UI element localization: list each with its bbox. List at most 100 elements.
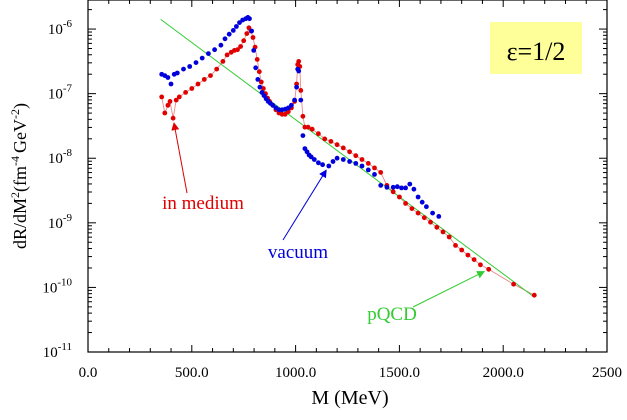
x-tick-label: 1000.0 bbox=[275, 365, 316, 381]
in-medium-point bbox=[359, 157, 365, 162]
in-medium-point bbox=[334, 142, 340, 148]
in-medium-point bbox=[309, 126, 315, 132]
in-medium-point bbox=[250, 35, 256, 40]
vacuum-point bbox=[257, 84, 263, 90]
vacuum-point bbox=[411, 186, 417, 192]
vacuum-point bbox=[193, 60, 199, 65]
vacuum-point bbox=[292, 97, 297, 103]
vacuum-point bbox=[237, 20, 242, 25]
in-medium-point bbox=[328, 139, 334, 144]
vacuum-point bbox=[407, 181, 413, 187]
annotation-arrow bbox=[282, 169, 327, 241]
vacuum-point bbox=[222, 36, 228, 42]
vacuum-point bbox=[365, 167, 371, 173]
in-medium-point bbox=[531, 292, 537, 298]
in-medium-point bbox=[189, 86, 195, 91]
vacuum-point bbox=[424, 204, 429, 210]
vacuum-point bbox=[187, 64, 193, 69]
annotation-vacuum: vacuum bbox=[268, 242, 328, 263]
vacuum-point bbox=[247, 16, 252, 22]
in-medium-point bbox=[235, 47, 240, 53]
vacuum-point bbox=[230, 28, 236, 33]
annotation-arrows bbox=[171, 122, 486, 308]
in-medium-point bbox=[256, 69, 262, 75]
y-tick-label: 10-8 bbox=[48, 147, 73, 167]
y-tick-label: 10-7 bbox=[48, 83, 73, 103]
in-medium-point bbox=[459, 247, 465, 253]
vacuum-point bbox=[330, 159, 336, 164]
vacuum-point bbox=[234, 24, 239, 29]
vacuum-point bbox=[316, 160, 321, 166]
in-medium-point bbox=[201, 77, 207, 82]
vacuum-point bbox=[298, 97, 304, 103]
in-medium-point bbox=[183, 90, 189, 95]
in-medium-point bbox=[241, 38, 247, 44]
in-medium-point bbox=[159, 94, 165, 100]
in-medium-point bbox=[162, 110, 168, 116]
vacuum-point bbox=[419, 199, 425, 205]
vacuum-point bbox=[181, 66, 186, 72]
in-medium-point bbox=[347, 149, 352, 155]
vacuum-point bbox=[253, 65, 259, 71]
annotation-arrow bbox=[412, 271, 486, 308]
axis-ticks bbox=[87, 0, 608, 353]
x-tick-label: 1500.0 bbox=[379, 365, 420, 381]
vacuum-point bbox=[399, 185, 404, 191]
series-lines bbox=[160, 18, 535, 298]
vacuum-point bbox=[199, 55, 205, 61]
in-medium-point bbox=[453, 243, 458, 248]
in-medium-point bbox=[440, 229, 446, 235]
in-medium-point bbox=[434, 224, 440, 230]
vacuum-point bbox=[320, 162, 325, 168]
in-medium-point bbox=[421, 215, 427, 221]
vacuum-point bbox=[174, 70, 180, 76]
in-medium-point bbox=[390, 189, 396, 195]
vacuum-point bbox=[255, 77, 261, 82]
y-axis-label: dR/dM2(fm-4GeV-2) bbox=[8, 103, 31, 249]
vacuum-point bbox=[251, 48, 257, 53]
vacuum-point bbox=[430, 210, 435, 216]
y-tick-labels: 10-6 10-7 10-8 10-9 10-10 10-11 bbox=[42, 18, 72, 361]
series-points bbox=[159, 15, 537, 298]
vacuum-point bbox=[340, 157, 346, 162]
in-medium-point bbox=[208, 73, 213, 78]
epsilon-label: ε=1/2 bbox=[507, 37, 566, 66]
in-medium-point bbox=[322, 136, 328, 142]
in-medium-point bbox=[446, 234, 452, 240]
vacuum-point bbox=[359, 163, 365, 169]
in-medium-point bbox=[478, 262, 483, 268]
in-medium-point bbox=[238, 44, 244, 49]
vacuum-point bbox=[249, 28, 255, 34]
in-medium-point bbox=[372, 165, 377, 171]
in-medium-point bbox=[378, 170, 384, 175]
vacuum-point bbox=[289, 102, 294, 108]
in-medium-point bbox=[511, 281, 516, 287]
y-tick-label: 10-11 bbox=[43, 341, 72, 361]
vacuum-point bbox=[218, 42, 224, 48]
in-medium-point bbox=[465, 252, 471, 258]
in-medium-point bbox=[296, 59, 302, 64]
in-medium-point bbox=[254, 57, 260, 62]
vacuum-point bbox=[403, 185, 408, 191]
vacuum-point bbox=[311, 157, 317, 162]
in-medium-point bbox=[486, 266, 492, 272]
x-tick-label: 2500 bbox=[592, 365, 622, 381]
vacuum-point bbox=[206, 51, 211, 56]
in-medium-point bbox=[428, 219, 433, 225]
in-medium-point bbox=[305, 124, 311, 130]
in-medium-point bbox=[300, 113, 306, 119]
vacuum-point bbox=[347, 159, 352, 164]
vacuum-point bbox=[372, 172, 377, 177]
vacuum-point bbox=[300, 133, 306, 139]
epsilon-box bbox=[490, 22, 582, 74]
annotation-arrow bbox=[171, 122, 188, 194]
in-medium-point bbox=[316, 131, 321, 137]
vacuum-point bbox=[296, 68, 302, 74]
vacuum-point bbox=[294, 84, 299, 90]
in-medium-point bbox=[397, 194, 402, 200]
in-medium-point bbox=[244, 31, 250, 36]
vacuum-point bbox=[378, 183, 384, 188]
vacuum-point bbox=[415, 194, 421, 200]
in-medium-point bbox=[220, 59, 226, 64]
